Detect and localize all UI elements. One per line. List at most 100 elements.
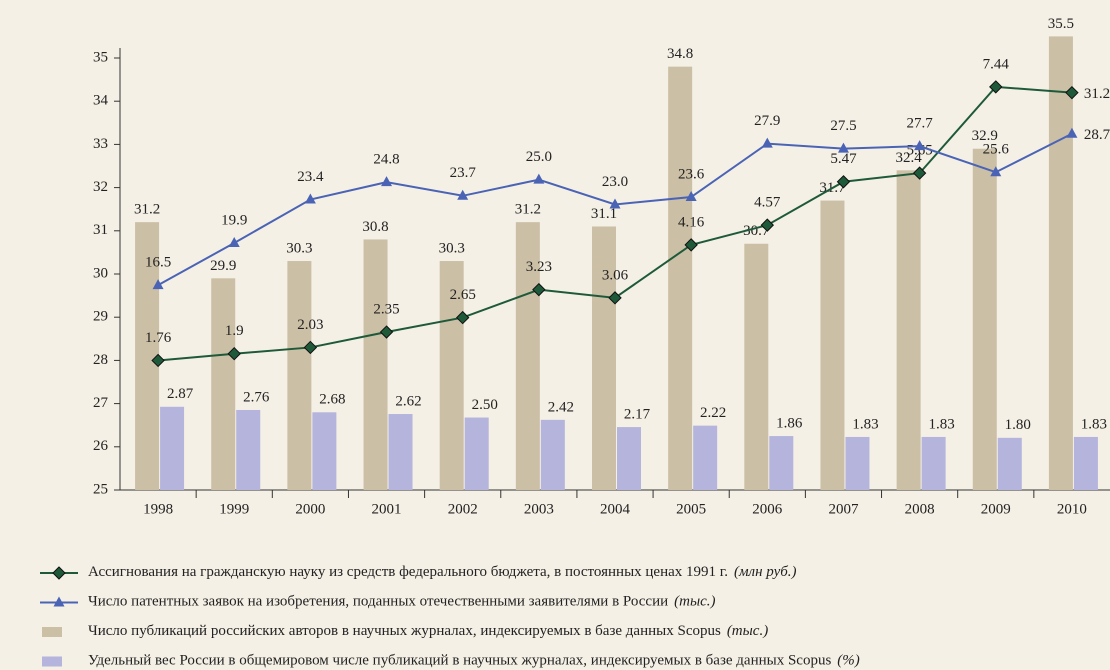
legend-name: Число публикаций российских авторов в на…	[88, 623, 721, 639]
legend-item: Число публикаций российских авторов в на…	[42, 623, 768, 639]
bar-value-label: 30.8	[362, 219, 388, 235]
point-value-label: 2.35	[373, 301, 399, 317]
bar	[312, 412, 337, 490]
point-value-label: 1.76	[145, 330, 172, 346]
bar-value-label: 32.9	[972, 128, 998, 144]
legend-marker	[53, 596, 65, 607]
point-value-label: 27.9	[754, 113, 780, 129]
legend-label: Число патентных заявок на изобретения, п…	[88, 594, 716, 610]
marker	[533, 173, 545, 184]
bar-value-label: 2.87	[167, 386, 194, 402]
legend-unit: (%)	[837, 653, 860, 669]
x-tick-label: 2000	[295, 501, 325, 517]
y-tick-label: 33	[93, 136, 108, 152]
bar	[820, 200, 845, 490]
bar	[388, 414, 413, 490]
x-tick-label: 2003	[524, 501, 554, 517]
marker	[990, 166, 1002, 177]
bar	[160, 406, 185, 490]
marker	[989, 80, 1003, 94]
legend-item: Число патентных заявок на изобретения, п…	[40, 594, 716, 610]
bar	[135, 222, 160, 490]
bar	[439, 261, 464, 490]
bar-value-label: 31.1	[591, 206, 617, 222]
point-value-label: 23.6	[678, 166, 705, 182]
bar	[287, 261, 312, 490]
bar-value-label: 31.2	[134, 202, 160, 218]
bar-value-label: 32.4	[895, 150, 922, 166]
legend-label: Ассигнования на гражданскую науку из сре…	[88, 564, 797, 580]
point-value-label: 7.44	[983, 56, 1010, 72]
marker	[457, 189, 469, 200]
marker	[532, 282, 546, 297]
point-value-label: 27.7	[906, 116, 933, 132]
marker	[152, 279, 164, 290]
y-tick-label: 35	[93, 49, 108, 65]
bar-value-label: 30.3	[439, 240, 465, 256]
point-value-label: 3.06	[602, 267, 629, 283]
bar-value-label: 30.3	[286, 240, 312, 256]
bar-value-label: 2.62	[395, 393, 421, 409]
point-value-label: 4.57	[754, 195, 781, 211]
bar-value-label: 2.76	[243, 389, 270, 405]
bar	[1048, 36, 1073, 491]
marker	[381, 176, 393, 187]
bar	[1073, 436, 1098, 490]
legend-unit: (тыс.)	[727, 623, 768, 639]
point-value-label: 24.8	[373, 152, 399, 168]
x-tick-label: 2005	[676, 501, 706, 517]
x-tick-label: 2008	[905, 501, 935, 517]
bar-value-label: 31.2	[515, 202, 541, 218]
marker	[151, 353, 165, 368]
legend-label: Удельный вес России в общемировом числе …	[88, 653, 860, 669]
point-value-label: 16.5	[145, 255, 171, 271]
x-tick-label: 2002	[448, 501, 478, 517]
point-value-label: 19.9	[221, 212, 247, 228]
bar	[363, 239, 388, 490]
y-tick-label: 34	[93, 93, 109, 109]
bar	[540, 419, 565, 490]
bar-value-label: 2.22	[700, 405, 726, 421]
point-value-label: 28.7	[1084, 127, 1110, 143]
point-value-label: 3.23	[526, 259, 552, 275]
marker	[609, 198, 621, 209]
legend-item: Ассигнования на гражданскую науку из сре…	[40, 564, 797, 580]
bar	[464, 417, 489, 490]
point-value-label: 4.16	[678, 214, 705, 230]
x-tick-label: 2006	[752, 501, 783, 517]
marker	[761, 137, 773, 148]
x-tick-label: 2010	[1057, 501, 1087, 517]
bar	[515, 222, 540, 490]
marker	[912, 166, 927, 180]
y-tick-label: 25	[93, 481, 108, 497]
marker	[1065, 85, 1079, 100]
legend-item: Удельный вес России в общемировом числе …	[42, 653, 860, 669]
bar-value-label: 1.86	[776, 416, 803, 432]
x-tick-label: 1998	[143, 501, 173, 517]
legend-name: Ассигнования на гражданскую науку из сре…	[88, 564, 728, 580]
marker	[304, 193, 316, 204]
x-tick-label: 2009	[981, 501, 1011, 517]
marker	[837, 142, 849, 153]
bar-value-label: 34.8	[667, 46, 693, 62]
bar	[921, 436, 946, 490]
bar	[617, 427, 641, 490]
bar	[668, 66, 693, 490]
x-tick-label: 1999	[219, 501, 249, 517]
marker	[914, 140, 926, 151]
legend-name: Число патентных заявок на изобретения, п…	[88, 594, 668, 610]
bar-value-label: 2.50	[472, 397, 498, 413]
point-value-label: 23.7	[450, 165, 477, 181]
y-tick-label: 26	[93, 438, 109, 454]
marker	[303, 340, 318, 355]
point-value-label: 23.4	[297, 169, 324, 185]
point-value-label: 25.6	[983, 142, 1010, 158]
bar	[972, 148, 997, 490]
bar	[896, 170, 921, 490]
bar	[744, 243, 769, 490]
legend-swatch	[42, 656, 62, 667]
marker	[379, 325, 394, 339]
bar	[845, 436, 870, 490]
y-tick-label: 28	[93, 352, 108, 368]
point-value-label: 2.03	[297, 317, 323, 333]
